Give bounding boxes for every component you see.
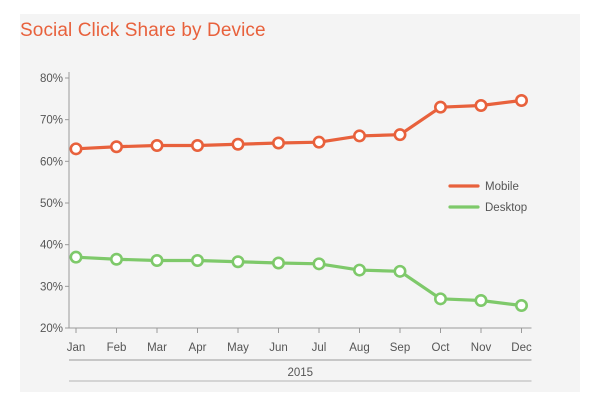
data-point-desktop [231, 255, 245, 269]
chart-title: Social Click Share by Device [20, 20, 266, 41]
chart-panel [20, 14, 580, 392]
data-point-mobile [433, 100, 447, 114]
y-tick-label: 20% [40, 323, 63, 335]
x-tick-label: Sep [390, 342, 410, 354]
data-point-mobile [69, 142, 83, 156]
data-point-desktop [110, 252, 124, 266]
x-group-label: 2015 [287, 367, 313, 379]
data-point-mobile [271, 136, 285, 150]
data-point-desktop [150, 254, 164, 268]
data-point-mobile [231, 137, 245, 151]
x-tick-label: Jan [67, 342, 86, 354]
data-point-desktop [352, 263, 366, 277]
data-point-mobile [110, 140, 124, 154]
x-tick-label: Oct [432, 342, 451, 354]
x-tick-label: Feb [107, 342, 127, 354]
data-point-desktop [191, 254, 205, 268]
x-tick-label: Mar [147, 342, 167, 354]
data-point-mobile [352, 129, 366, 143]
x-tick-label: May [227, 342, 249, 354]
data-point-desktop [474, 293, 488, 307]
series-line-desktop [74, 255, 524, 308]
x-tick-label: Apr [189, 342, 207, 354]
x-tick-label: Aug [349, 342, 369, 354]
y-tick-label: 70% [40, 115, 63, 127]
legend-label-mobile: Mobile [485, 181, 519, 193]
x-tick-label: Dec [511, 342, 532, 354]
data-point-desktop [393, 264, 407, 278]
data-point-mobile [514, 94, 528, 108]
legend-label-desktop: Desktop [485, 202, 527, 214]
data-point-desktop [433, 292, 447, 306]
data-point-mobile [393, 128, 407, 142]
data-point-desktop [69, 250, 83, 264]
x-tick-label: Nov [471, 342, 492, 354]
data-point-desktop [514, 298, 528, 312]
y-tick-label: 50% [40, 198, 63, 210]
data-point-desktop [271, 256, 285, 270]
y-tick-label: 30% [40, 281, 63, 293]
data-point-mobile [474, 99, 488, 113]
data-point-mobile [150, 139, 164, 153]
y-tick-label: 40% [40, 240, 63, 252]
y-tick-label: 80% [40, 73, 63, 85]
x-tick-label: Jul [312, 342, 327, 354]
data-point-mobile [191, 139, 205, 153]
y-tick-label: 60% [40, 156, 63, 168]
x-tick-label: Jun [269, 342, 288, 354]
data-point-mobile [312, 135, 326, 149]
series-line-mobile [74, 98, 524, 151]
data-point-desktop [312, 257, 326, 271]
